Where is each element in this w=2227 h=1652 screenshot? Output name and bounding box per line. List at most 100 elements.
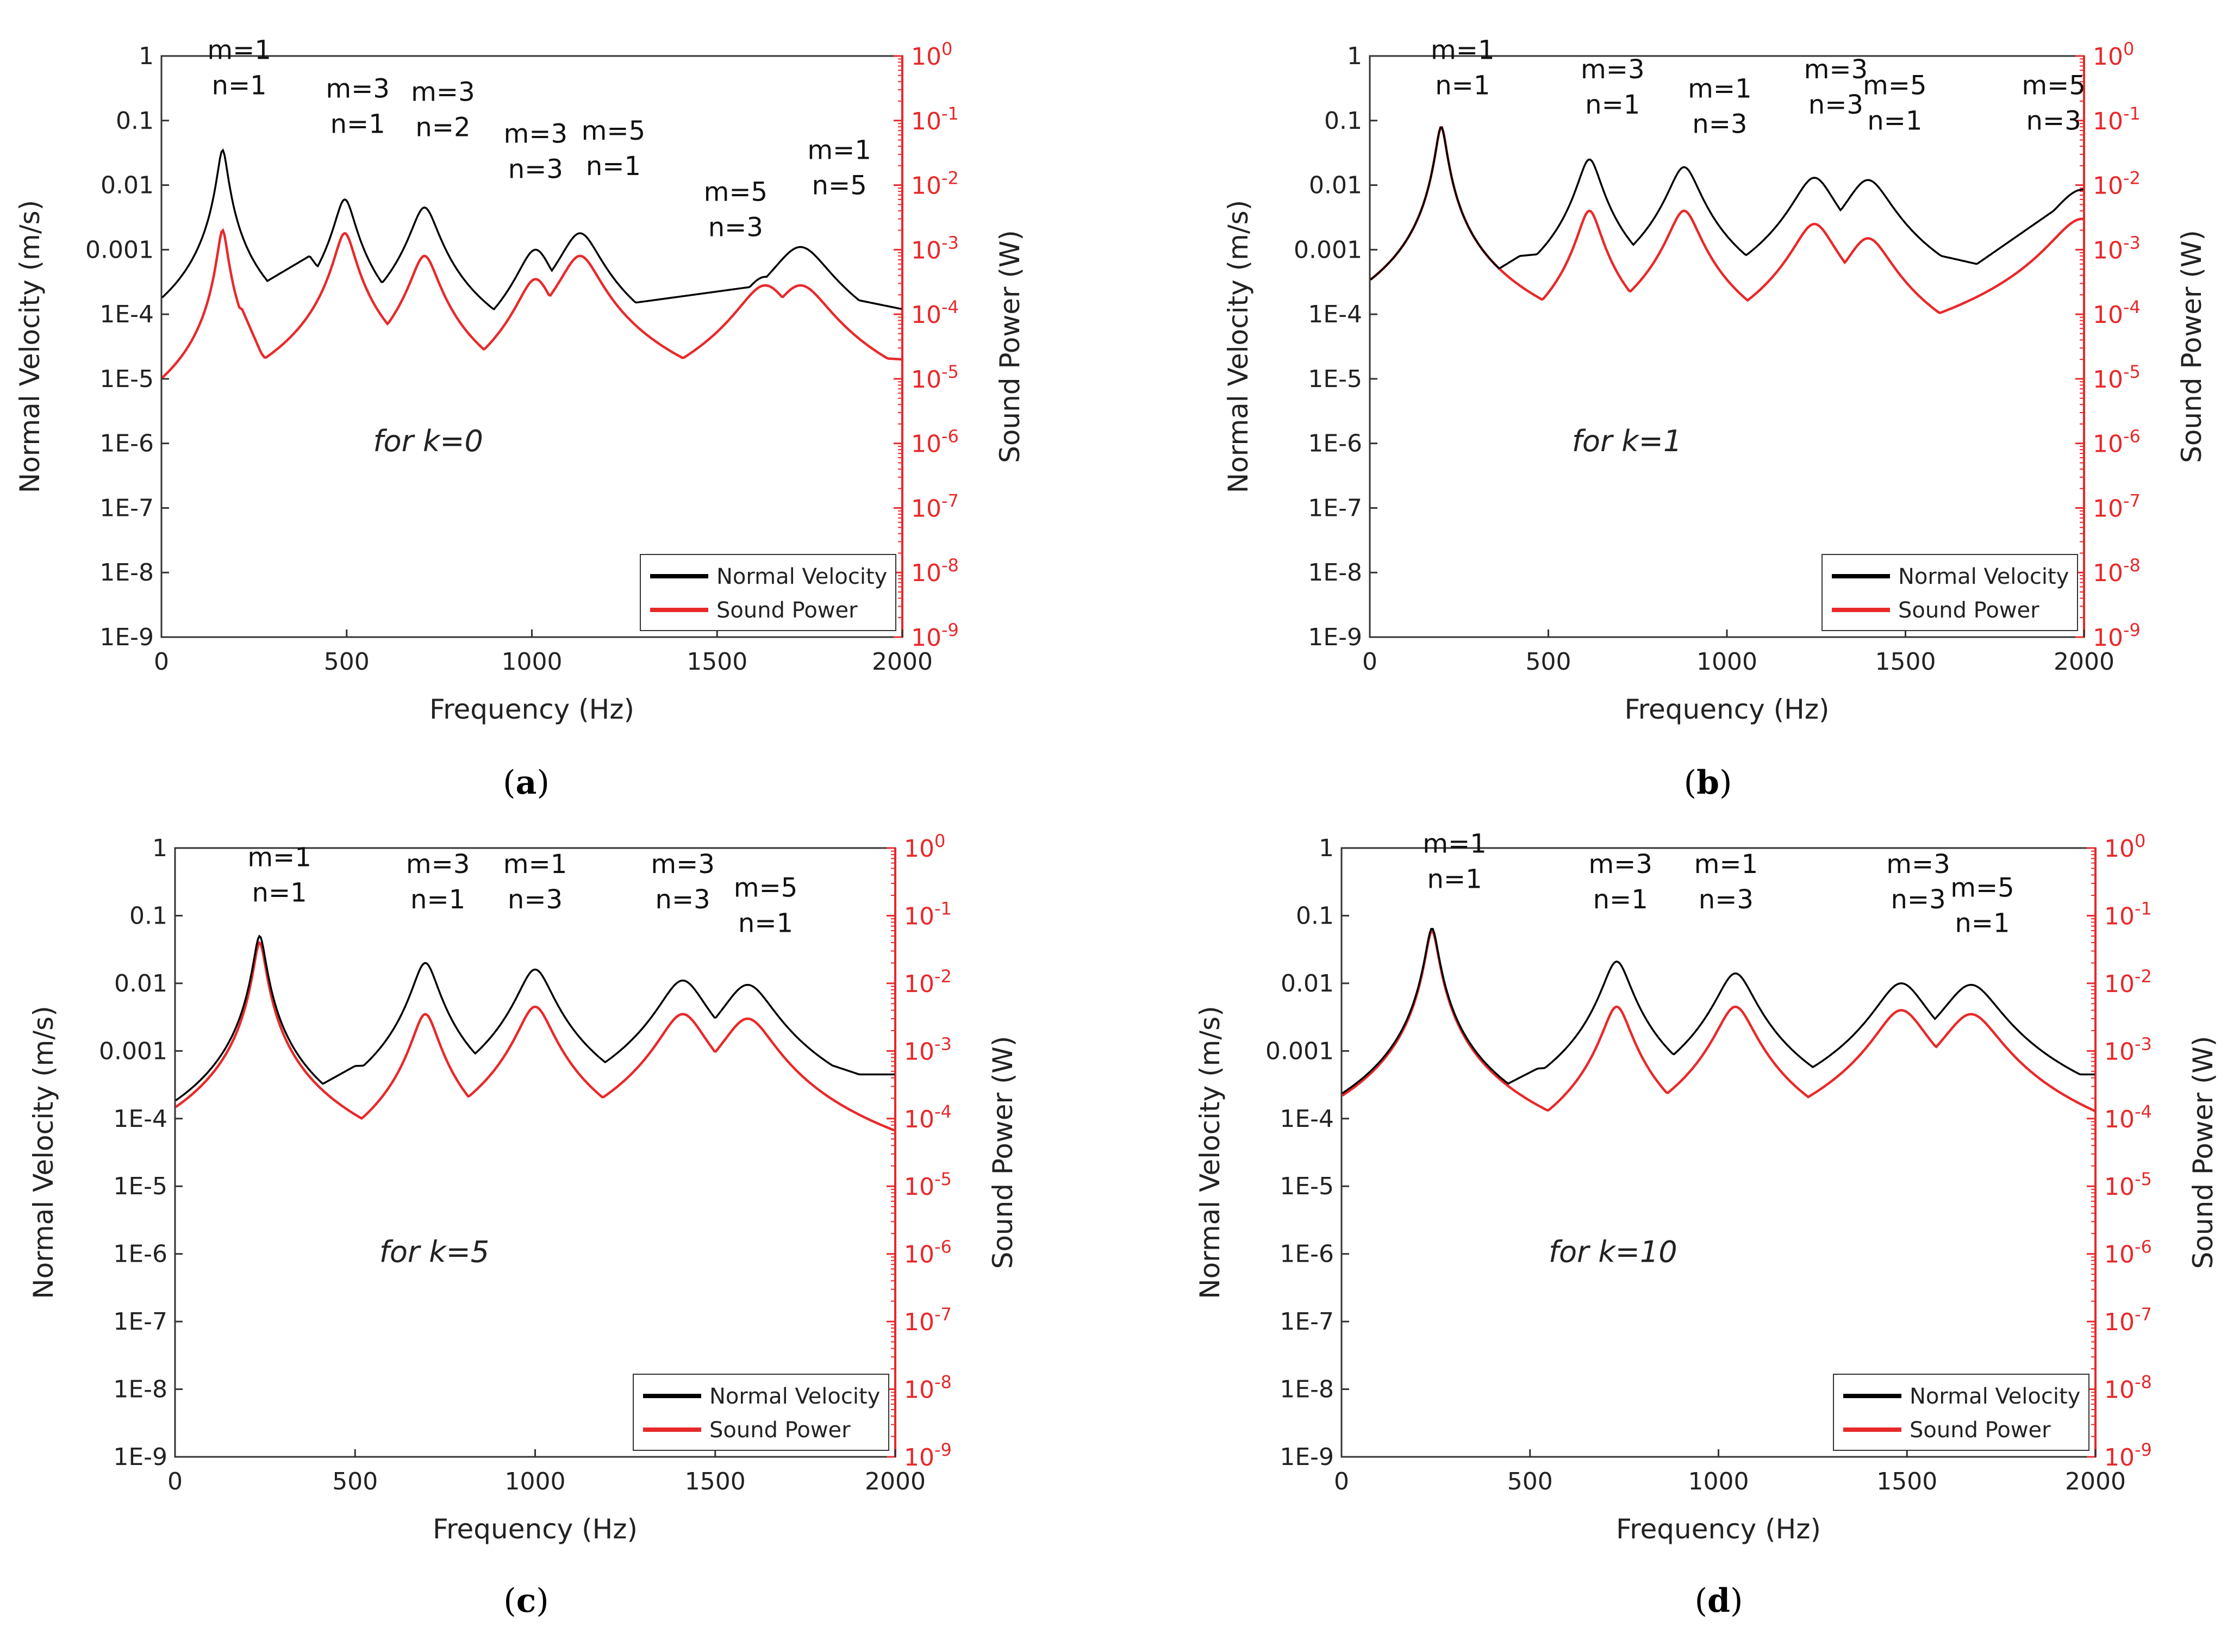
mode-label-n: n=3 bbox=[1891, 884, 1945, 915]
y-tick-label: 1E-4 bbox=[1280, 1105, 1334, 1133]
y-tick-label: 1E-5 bbox=[1280, 1173, 1334, 1200]
mode-label-m: m=3 bbox=[504, 119, 568, 149]
legend-label: Sound Power bbox=[1898, 598, 2039, 623]
legend-box bbox=[1833, 1374, 2089, 1451]
y-tick-label: 0.001 bbox=[1294, 236, 1362, 264]
mode-label-m: m=1 bbox=[207, 35, 271, 65]
y2-axis-title: Sound Power (W) bbox=[987, 1036, 1019, 1269]
k-label: for k=0 bbox=[373, 424, 483, 458]
y-tick-label: 0.01 bbox=[1309, 172, 1362, 200]
series-sound-power-line bbox=[161, 228, 902, 379]
y-tick-label: 1 bbox=[1347, 42, 1362, 70]
y2-tick-label: 10-8 bbox=[904, 1372, 952, 1404]
y2-tick-label: 10-9 bbox=[904, 1439, 952, 1472]
y2-tick-label: 10-6 bbox=[2093, 426, 2141, 458]
mode-label-m: m=3 bbox=[406, 849, 470, 880]
y-tick-label: 1E-6 bbox=[99, 430, 154, 458]
x-tick-label: 1000 bbox=[505, 1468, 566, 1495]
legend: Normal Velocity Sound Power bbox=[640, 554, 896, 631]
y-tick-label: 0.1 bbox=[116, 107, 154, 135]
mode-label-n: n=1 bbox=[1867, 106, 1922, 136]
y-tick-label: 1E-8 bbox=[113, 1376, 167, 1404]
y-axis-title: Normal Velocity (m/s) bbox=[14, 200, 46, 493]
y2-axis-title: Sound Power (W) bbox=[994, 230, 1026, 463]
mode-label-m: m=1 bbox=[807, 135, 871, 165]
y2-tick-label: 100 bbox=[2104, 831, 2145, 863]
y2-tick-label: 10-9 bbox=[2104, 1439, 2152, 1472]
k-label: for k=5 bbox=[379, 1235, 489, 1269]
mode-label-m: m=5 bbox=[582, 116, 646, 146]
chart-panel-d: 1E-9 1E-8 1E-7 1E-6 1E-5 1E-4 0.001 0.01 0.1 1 10-… bbox=[1194, 828, 2219, 1620]
y-tick-label: 1E-9 bbox=[1308, 624, 1362, 651]
mode-label-m: m=1 bbox=[1423, 828, 1487, 859]
y2-tick-label: 10-7 bbox=[2104, 1304, 2152, 1336]
y-tick-label: 0.001 bbox=[1265, 1037, 1334, 1065]
y-tick-label: 1E-4 bbox=[113, 1105, 167, 1133]
mode-label-m: m=5 bbox=[1950, 872, 2014, 903]
y-tick-label: 1 bbox=[152, 834, 167, 862]
mode-label-n: n=2 bbox=[415, 113, 470, 143]
y2-tick-label: 10-5 bbox=[2093, 361, 2141, 394]
mode-label-n: n=1 bbox=[1593, 884, 1648, 915]
legend-label: Sound Power bbox=[716, 598, 858, 623]
x-tick-label: 1000 bbox=[1688, 1468, 1749, 1495]
y2-tick-label: 10-8 bbox=[911, 555, 959, 587]
legend-label: Sound Power bbox=[709, 1418, 851, 1443]
k-label: for k=1 bbox=[1572, 424, 1682, 458]
mode-label-n: n=1 bbox=[1427, 864, 1482, 894]
series-normal-velocity-line bbox=[161, 148, 902, 310]
y2-tick-label: 10-2 bbox=[904, 966, 952, 998]
x-tick-label: 1500 bbox=[687, 648, 747, 676]
legend: Normal Velocity Sound Power bbox=[1833, 1374, 2089, 1451]
y2-tick-label: 10-3 bbox=[911, 232, 959, 264]
x-tick-label: 2000 bbox=[865, 1468, 926, 1495]
chart-panel-c: 1E-9 1E-8 1E-7 1E-6 1E-5 1E-4 0.001 0.01 0.1 1 10-… bbox=[28, 831, 1019, 1620]
mode-label-n: n=5 bbox=[812, 170, 867, 201]
y2-tick-label: 10-4 bbox=[2093, 297, 2141, 329]
y-tick-label: 0.1 bbox=[129, 902, 167, 930]
series-normal-velocity-line bbox=[175, 934, 895, 1101]
legend-box bbox=[633, 1374, 889, 1451]
mode-label-n: n=1 bbox=[212, 70, 267, 101]
y-axis-title: Normal Velocity (m/s) bbox=[1222, 200, 1254, 493]
plot-frame bbox=[1369, 55, 2085, 638]
y2-axis-title: Sound Power (W) bbox=[2176, 230, 2207, 463]
mode-label-m: m=1 bbox=[503, 849, 567, 880]
legend: Normal Velocity Sound Power bbox=[633, 1374, 889, 1451]
mode-label-n: n=1 bbox=[586, 151, 641, 182]
x-axis-title: Frequency (Hz) bbox=[429, 694, 634, 725]
y-tick-label: 0.01 bbox=[101, 172, 154, 200]
y-tick-label: 1E-8 bbox=[1308, 559, 1362, 587]
series-sound-power-line bbox=[175, 940, 895, 1132]
series-sound-power-line bbox=[1370, 126, 2083, 314]
mode-label-m: m=5 bbox=[704, 177, 768, 208]
y2-tick-label: 10-2 bbox=[911, 168, 959, 200]
y2-tick-label: 10-7 bbox=[911, 490, 959, 522]
y2-tick-label: 10-1 bbox=[2104, 898, 2152, 930]
y2-tick-label: 10-8 bbox=[2104, 1372, 2152, 1404]
y2-tick-label: 10-2 bbox=[2093, 168, 2141, 200]
panel-caption: (d) bbox=[1695, 1582, 1743, 1620]
y2-tick-label: 10-5 bbox=[904, 1169, 952, 1201]
y-tick-label: 1E-9 bbox=[113, 1443, 167, 1471]
y2-tick-label: 10-7 bbox=[2093, 490, 2141, 522]
legend-label: Normal Velocity bbox=[1898, 564, 2069, 589]
y-tick-label: 1E-7 bbox=[1280, 1308, 1334, 1336]
mode-label-n: n=3 bbox=[2026, 106, 2081, 136]
panel-caption: (b) bbox=[1684, 764, 1732, 802]
x-tick-label: 500 bbox=[1526, 648, 1571, 676]
series-normal-velocity-line bbox=[1342, 928, 2095, 1094]
mode-label-m: m=3 bbox=[1588, 849, 1652, 880]
y2-tick-label: 10-6 bbox=[904, 1237, 952, 1269]
y-tick-label: 1E-9 bbox=[1280, 1443, 1334, 1471]
y-tick-label: 1E-7 bbox=[99, 494, 154, 522]
panel-caption: (a) bbox=[503, 764, 550, 802]
x-tick-label: 2000 bbox=[872, 648, 933, 676]
mode-label-m: m=3 bbox=[1886, 849, 1950, 880]
x-tick-label: 500 bbox=[1507, 1468, 1553, 1495]
y-tick-label: 1 bbox=[139, 42, 154, 70]
y2-tick-label: 10-7 bbox=[904, 1304, 952, 1336]
mode-label-m: m=3 bbox=[1581, 54, 1645, 85]
y-tick-label: 1E-7 bbox=[113, 1308, 167, 1336]
legend-label: Normal Velocity bbox=[1910, 1384, 2080, 1409]
